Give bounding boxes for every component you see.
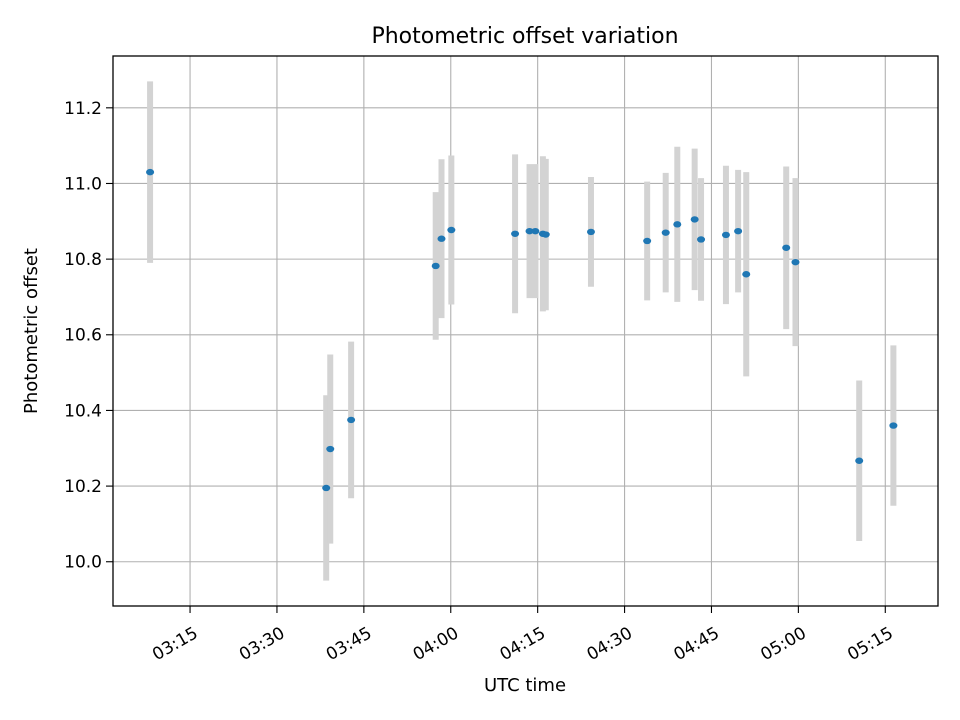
data-point xyxy=(347,416,356,424)
y-tick-label: 10.6 xyxy=(64,326,102,346)
data-point xyxy=(855,457,864,464)
data-point xyxy=(889,422,898,429)
data-point xyxy=(586,228,595,236)
y-tick-label: 11.2 xyxy=(64,99,102,119)
data-point xyxy=(690,216,699,223)
data-point xyxy=(791,258,800,266)
data-point xyxy=(661,229,670,236)
y-tick-label: 10.2 xyxy=(64,477,102,497)
data-point xyxy=(511,230,520,237)
data-point xyxy=(742,271,751,278)
data-point xyxy=(541,231,550,238)
plot-frame xyxy=(112,55,939,607)
data-point xyxy=(447,226,456,234)
y-axis-ticks: 10.0 10.2 10.4 10.6 10.8 11.0 11.2 xyxy=(64,99,113,573)
data-point xyxy=(326,445,335,453)
y-tick-label: 10.0 xyxy=(64,553,102,573)
data-point xyxy=(782,244,791,251)
y-tick-label: 11.0 xyxy=(64,174,102,194)
data-points xyxy=(146,168,898,492)
data-point xyxy=(643,237,652,245)
data-point xyxy=(673,221,682,228)
data-point xyxy=(322,484,331,492)
y-tick-label: 10.4 xyxy=(64,401,102,421)
data-point xyxy=(525,227,534,235)
chart-title: Photometric offset variation xyxy=(371,24,678,49)
y-tick-label: 10.8 xyxy=(64,250,102,270)
data-point xyxy=(146,168,155,176)
data-point xyxy=(431,262,440,270)
data-point xyxy=(734,227,743,235)
x-axis-label: UTC time xyxy=(484,675,566,696)
data-point xyxy=(531,227,540,235)
data-point xyxy=(697,236,706,243)
y-axis-label: Photometric offset xyxy=(21,248,42,414)
grid xyxy=(113,56,938,606)
data-point xyxy=(721,231,730,239)
data-point xyxy=(437,235,446,242)
